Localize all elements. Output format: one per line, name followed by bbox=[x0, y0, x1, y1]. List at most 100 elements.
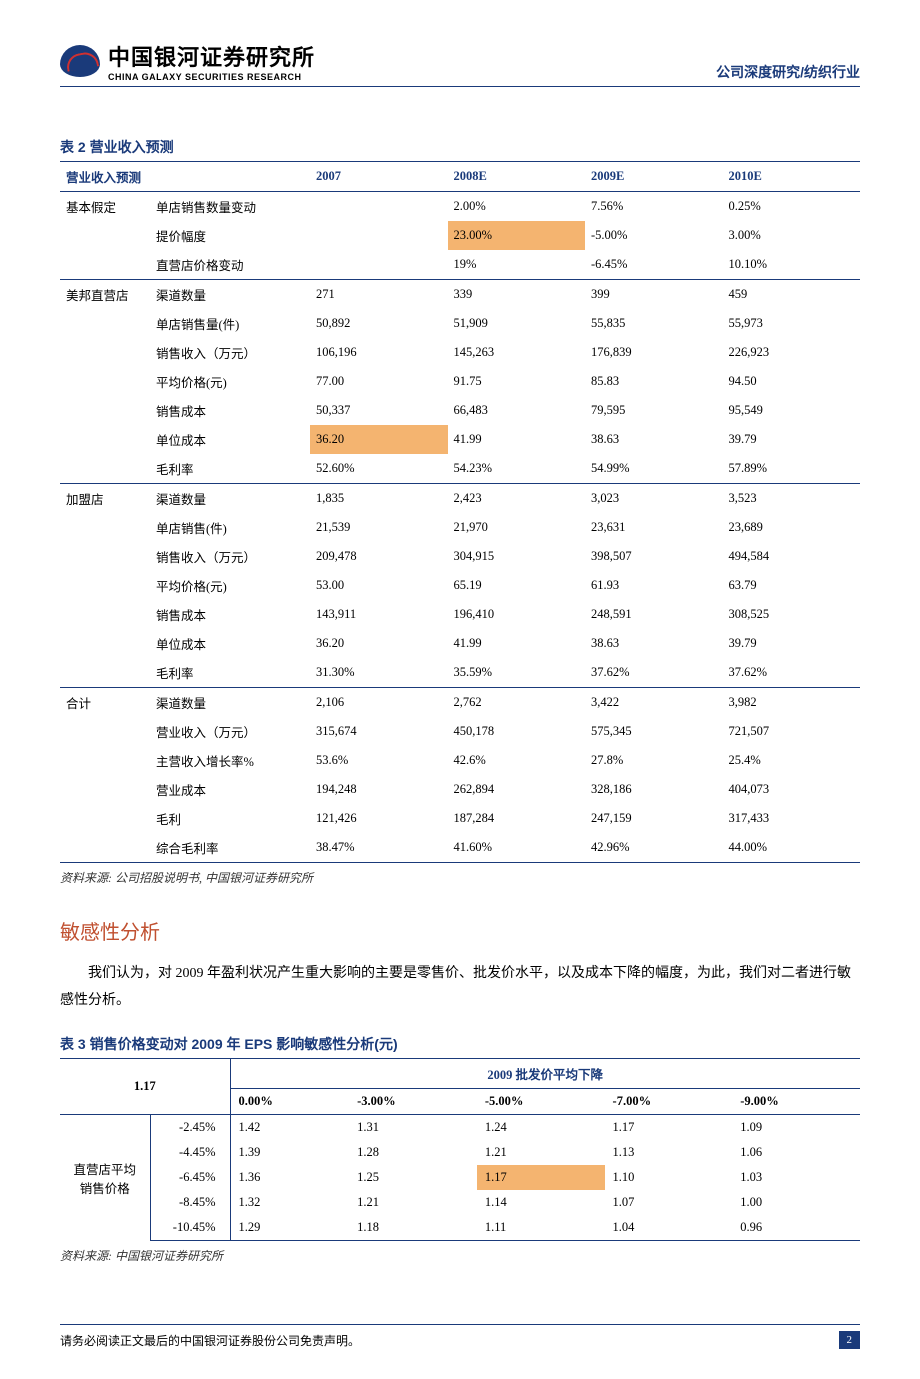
table2-value-cell: 55,973 bbox=[723, 309, 861, 338]
table2-group-cell bbox=[60, 746, 150, 775]
table2-revenue-forecast: 营业收入预测20072008E2009E2010E 基本假定单店销售数量变动2.… bbox=[60, 161, 860, 863]
table3-row-label: -10.45% bbox=[150, 1215, 230, 1241]
table2-row-label: 营业收入（万元） bbox=[150, 717, 310, 746]
table2-value-cell: 25.4% bbox=[723, 746, 861, 775]
table3-value-cell: 1.10 bbox=[605, 1165, 733, 1190]
table2-value-cell: 54.23% bbox=[448, 454, 586, 484]
table3-value-cell: 1.21 bbox=[477, 1140, 605, 1165]
table2-value-cell: 262,894 bbox=[448, 775, 586, 804]
table2-value-cell: 53.6% bbox=[310, 746, 448, 775]
table2-value-cell: 721,507 bbox=[723, 717, 861, 746]
table2-value-cell: 42.96% bbox=[585, 833, 723, 863]
table2-value-cell: 19% bbox=[448, 250, 586, 280]
table2-group-cell: 基本假定 bbox=[60, 192, 150, 222]
table3-value-cell: 1.28 bbox=[349, 1140, 477, 1165]
table2-group-cell bbox=[60, 600, 150, 629]
table2-value-cell: 3.00% bbox=[723, 221, 861, 250]
table2-value-cell: 95,549 bbox=[723, 396, 861, 425]
table3-title: 表 3 销售价格变动对 2009 年 EPS 影响敏感性分析(元) bbox=[60, 1034, 860, 1054]
table2-row-label: 毛利率 bbox=[150, 658, 310, 688]
table2-source: 资料来源: 公司招股说明书, 中国银河证券研究所 bbox=[60, 869, 860, 886]
logo-text-en: CHINA GALAXY SECURITIES RESEARCH bbox=[108, 72, 315, 82]
table2-value-cell: 315,674 bbox=[310, 717, 448, 746]
table2-row-label: 毛利 bbox=[150, 804, 310, 833]
table3-value-cell: 1.13 bbox=[605, 1140, 733, 1165]
table2-group-cell bbox=[60, 833, 150, 863]
table3-column-header: -3.00% bbox=[349, 1089, 477, 1115]
table2-value-cell: 247,159 bbox=[585, 804, 723, 833]
table2-value-cell: 54.99% bbox=[585, 454, 723, 484]
table2-group-cell bbox=[60, 629, 150, 658]
table3-column-header: -5.00% bbox=[477, 1089, 605, 1115]
table3-value-cell: 1.11 bbox=[477, 1215, 605, 1241]
table3-source: 资料来源: 中国银河证券研究所 bbox=[60, 1247, 860, 1264]
table2-row-label: 渠道数量 bbox=[150, 688, 310, 718]
page-header: 中国银河证券研究所 CHINA GALAXY SECURITIES RESEAR… bbox=[60, 40, 860, 87]
table2-value-cell: 304,915 bbox=[448, 542, 586, 571]
table2-value-cell: 41.99 bbox=[448, 425, 586, 454]
table2-value-cell: 36.20 bbox=[310, 629, 448, 658]
table2-value-cell: 398,507 bbox=[585, 542, 723, 571]
table2-value-cell: 38.47% bbox=[310, 833, 448, 863]
table2-group-cell bbox=[60, 658, 150, 688]
table2-value-cell: 21,539 bbox=[310, 513, 448, 542]
table2-value-cell: 35.59% bbox=[448, 658, 586, 688]
table2-value-cell: 27.8% bbox=[585, 746, 723, 775]
table2-value-cell: 38.63 bbox=[585, 629, 723, 658]
table3-row-label: -8.45% bbox=[150, 1190, 230, 1215]
page-number: 2 bbox=[839, 1331, 861, 1349]
table3-value-cell: 1.24 bbox=[477, 1115, 605, 1141]
table2-value-cell: 65.19 bbox=[448, 571, 586, 600]
table2-group-cell bbox=[60, 542, 150, 571]
table2-header-cell: 2010E bbox=[723, 162, 861, 192]
table2-value-cell: 10.10% bbox=[723, 250, 861, 280]
table2-value-cell: 50,892 bbox=[310, 309, 448, 338]
table2-group-cell bbox=[60, 454, 150, 484]
table2-value-cell: 52.60% bbox=[310, 454, 448, 484]
table3-value-cell: 1.00 bbox=[732, 1190, 860, 1215]
header-category: 公司深度研究/纺织行业 bbox=[716, 62, 860, 82]
table2-value-cell: 44.00% bbox=[723, 833, 861, 863]
table2-value-cell bbox=[310, 250, 448, 280]
table2-group-cell bbox=[60, 775, 150, 804]
galaxy-logo-icon bbox=[60, 45, 100, 77]
table3-value-cell: 1.31 bbox=[349, 1115, 477, 1141]
table2-value-cell: 328,186 bbox=[585, 775, 723, 804]
table2-row-label: 销售成本 bbox=[150, 396, 310, 425]
table2-group-cell bbox=[60, 367, 150, 396]
table2-group-cell bbox=[60, 250, 150, 280]
table3-value-cell: 1.29 bbox=[230, 1215, 349, 1241]
table2-header-cell: 2007 bbox=[310, 162, 448, 192]
table2-row-label: 单店销售量(件) bbox=[150, 309, 310, 338]
table2-row-label: 单位成本 bbox=[150, 629, 310, 658]
table2-row-label: 毛利率 bbox=[150, 454, 310, 484]
table3-column-header: -9.00% bbox=[732, 1089, 860, 1115]
table2-group-cell bbox=[60, 571, 150, 600]
table3-value-cell: 1.17 bbox=[477, 1165, 605, 1190]
table3-value-cell: 1.32 bbox=[230, 1190, 349, 1215]
table3-value-cell: 1.06 bbox=[732, 1140, 860, 1165]
table3-row-label: -2.45% bbox=[150, 1115, 230, 1141]
table2-value-cell: 226,923 bbox=[723, 338, 861, 367]
table2-value-cell: 121,426 bbox=[310, 804, 448, 833]
sensitivity-heading: 敏感性分析 bbox=[60, 916, 860, 945]
table2-row-label: 营业成本 bbox=[150, 775, 310, 804]
table3-column-header: -7.00% bbox=[605, 1089, 733, 1115]
table2-value-cell: 38.63 bbox=[585, 425, 723, 454]
table2-value-cell: 3,523 bbox=[723, 484, 861, 514]
logo-block: 中国银河证券研究所 CHINA GALAXY SECURITIES RESEAR… bbox=[60, 40, 315, 82]
table2-value-cell: 0.25% bbox=[723, 192, 861, 222]
table2-group-cell: 合计 bbox=[60, 688, 150, 718]
table3-value-cell: 1.04 bbox=[605, 1215, 733, 1241]
table2-value-cell: 79,595 bbox=[585, 396, 723, 425]
table2-value-cell: 23.00% bbox=[448, 221, 586, 250]
table3-value-cell: 1.42 bbox=[230, 1115, 349, 1141]
table2-value-cell: 31.30% bbox=[310, 658, 448, 688]
table2-row-label: 综合毛利率 bbox=[150, 833, 310, 863]
table2-value-cell: 2,106 bbox=[310, 688, 448, 718]
table2-value-cell: 209,478 bbox=[310, 542, 448, 571]
table2-value-cell: 3,982 bbox=[723, 688, 861, 718]
table2-value-cell: 37.62% bbox=[585, 658, 723, 688]
table2-header-cell: 营业收入预测 bbox=[60, 162, 150, 192]
table2-value-cell: 66,483 bbox=[448, 396, 586, 425]
